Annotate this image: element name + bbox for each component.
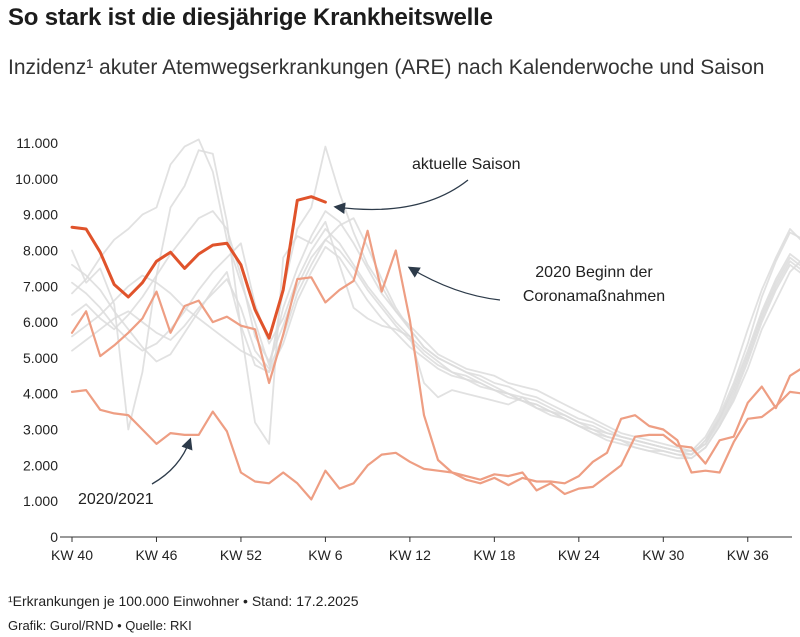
series-line-highlight-2 [70, 389, 800, 501]
y-tick-label: 4.000 [23, 386, 58, 402]
annotation-arrow-current [333, 179, 469, 214]
annotation-2020-2021: 2020/2021 [78, 491, 154, 508]
chart-subtitle: Inzidenz¹ akuter Atemwegserkrankungen (A… [8, 56, 765, 79]
y-tick-label: 0 [50, 529, 58, 545]
highlight-season-lines [70, 229, 800, 501]
annotation-corona-line1: 2020 Beginn der [535, 264, 653, 281]
line-chart: 0 1.000 2.000 3.000 4.000 5.000 6.000 7.000 8.00… [15, 135, 800, 563]
annotation-arrow-2020-2021 [151, 437, 193, 485]
y-tick-label: 5.000 [23, 350, 58, 366]
x-tick-label: KW 46 [135, 547, 177, 563]
x-tick-label: KW 18 [473, 547, 515, 563]
x-tick-label: KW 30 [642, 547, 684, 563]
series-line-highlight-1 [70, 229, 800, 496]
x-axis-ticks: KW 40 KW 46 KW 52 KW 6 KW 12 KW 18 KW 24 KW 30 K… [51, 537, 769, 563]
series-line-past-5 [71, 138, 800, 452]
x-tick-label: KW 6 [308, 547, 342, 563]
x-tick-label: KW 40 [51, 547, 93, 563]
y-tick-label: 11.000 [16, 135, 58, 151]
annotation-corona-line2: Coronamaßnahmen [523, 288, 665, 305]
x-tick-label: KW 36 [727, 547, 769, 563]
annotation-arrow-corona [407, 266, 501, 301]
y-tick-label: 7.000 [23, 278, 58, 294]
y-tick-label: 10.000 [15, 171, 58, 187]
y-tick-label: 8.000 [23, 242, 58, 258]
y-tick-label: 3.000 [23, 422, 58, 438]
footnote: ¹Erkrankungen je 100.000 Einwohner • Sta… [8, 593, 359, 609]
annotation-current-season: aktuelle Saison [412, 156, 521, 173]
chart-title: So stark ist die diesjährige Krankheitsw… [8, 4, 493, 31]
x-tick-label: KW 52 [220, 547, 262, 563]
y-axis-ticks: 0 1.000 2.000 3.000 4.000 5.000 6.000 7.000 8.00… [15, 135, 58, 545]
past-season-lines [71, 138, 800, 460]
series-line-current-0 [70, 195, 327, 340]
x-tick-label: KW 24 [558, 547, 600, 563]
y-tick-label: 2.000 [23, 457, 58, 473]
series-line-past-8 [71, 210, 800, 456]
series-line-past-3 [71, 149, 800, 460]
source-credit: Grafik: Gurol/RND • Quelle: RKI [8, 618, 192, 633]
current-season-line [70, 195, 327, 340]
y-tick-label: 1.000 [23, 493, 58, 509]
x-tick-label: KW 12 [389, 547, 431, 563]
series-line-past-7 [71, 228, 800, 460]
y-tick-label: 9.000 [23, 207, 58, 223]
series-line-past-9 [71, 238, 800, 452]
series-line-past-6 [71, 245, 800, 456]
y-tick-label: 6.000 [23, 314, 58, 330]
